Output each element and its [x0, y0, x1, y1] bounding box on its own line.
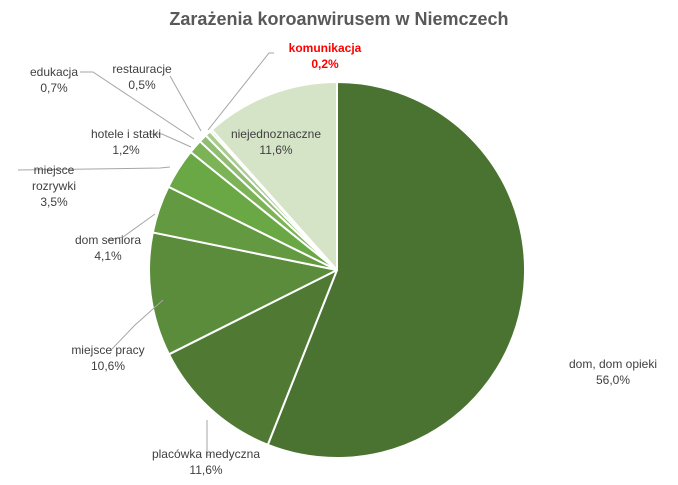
slice-label-niejednoznaczne: niejednoznaczne 11,6% [221, 126, 331, 158]
leader-line-edukacja [80, 71, 195, 140]
slice-label-edukacja: edukacja 0,7% [28, 64, 80, 96]
slice-value: 0,5% [128, 78, 156, 92]
slice-value: 1,2% [112, 143, 140, 157]
pie-slice-miejsce-pracy [148, 231, 338, 356]
slice-name: placówka medyczna [151, 447, 261, 461]
slice-value: 4,1% [94, 249, 122, 263]
pie-slice-dom-dom-opieki [266, 81, 526, 459]
leader-line-restauracje [169, 75, 202, 132]
slice-value: 56,0% [595, 373, 631, 387]
slice-label-hotele-i-statki: hotele i statki 1,2% [76, 126, 176, 158]
slice-value: 3,5% [40, 195, 68, 209]
slice-label-miejsce-rozrywki: miejsce rozrywki 3,5% [16, 162, 92, 210]
slice-value: 11,6% [189, 463, 223, 477]
slice-name: komunikacja [288, 41, 362, 55]
slice-label-dom-seniora: dom seniora 4,1% [59, 232, 157, 264]
slice-label-komunikacja: komunikacja 0,2% [284, 40, 366, 72]
slice-value: 10,6% [90, 359, 126, 373]
leader-line-miejsce-rozrywki [17, 166, 171, 171]
slice-name: miejsce pracy [71, 343, 145, 357]
slice-name: dom, dom opieki [568, 357, 658, 371]
slice-name: niejednoznaczne [230, 127, 322, 141]
leader-line-dom-seniora [106, 213, 156, 241]
slice-name: edukacja [29, 65, 79, 79]
pie-slice-niejednoznaczne [210, 81, 338, 271]
slice-name: restauracje [112, 62, 172, 76]
slice-label-placówka-medyczna: placówka medyczna 11,6% [140, 446, 272, 478]
leader-line-komunikacja [207, 52, 274, 131]
slice-name: miejsce [33, 163, 75, 177]
slice-name: dom seniora [74, 233, 142, 247]
slice-name: rozrywki [32, 179, 76, 193]
chart-title: Zarażenia koroanwirusem w Niemczech [169, 9, 509, 29]
slice-value: 11,6% [259, 143, 293, 157]
slice-label-dom-dom-opieki: dom, dom opieki 56,0% [558, 356, 668, 388]
slice-value: 0,7% [40, 81, 68, 95]
slice-value: 0,2% [311, 57, 339, 71]
slice-label-miejsce-pracy: miejsce pracy 10,6% [58, 342, 158, 374]
leader-line-placówka-medyczna [206, 420, 210, 456]
slice-label-restauracje: restauracje 0,5% [106, 61, 178, 93]
pie-slice-placówka-medyczna [167, 269, 338, 446]
slice-name: hotele i statki [90, 127, 162, 141]
leader-line-miejsce-pracy [110, 299, 164, 351]
leader-line-hotele-i-statki [147, 133, 192, 148]
